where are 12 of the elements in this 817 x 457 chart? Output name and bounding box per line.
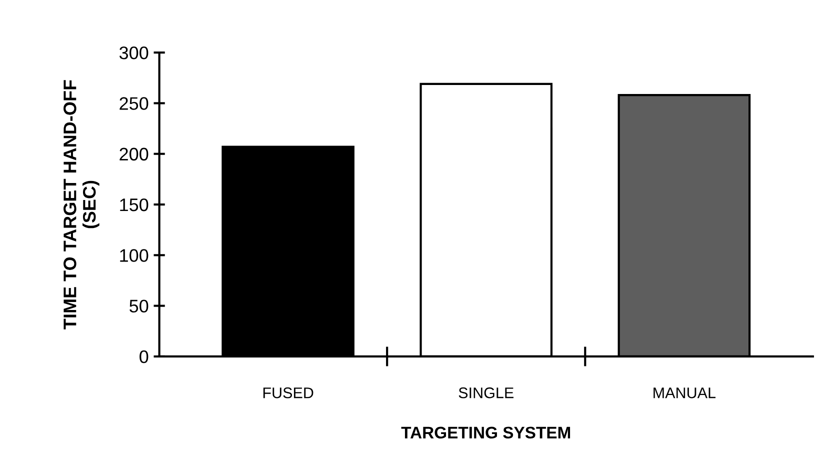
y-tick-label: 0 bbox=[140, 350, 148, 364]
y-tick-label: 300 bbox=[119, 46, 148, 60]
y-tick-label: 150 bbox=[120, 198, 148, 212]
y-tick-label: 200 bbox=[120, 148, 148, 161]
x-tick-label: MANUAL bbox=[654, 388, 716, 398]
y-axis-title: TIME TO TARGET HAND-OFF (SEC) bbox=[64, 80, 100, 330]
y-tick-label: 250 bbox=[120, 97, 148, 110]
x-tick-label: FUSED bbox=[263, 387, 314, 398]
y-tick-label: 100 bbox=[120, 249, 148, 262]
y-tick-label: 50 bbox=[130, 300, 148, 313]
x-tick-label: SINGLE bbox=[458, 387, 514, 398]
x-axis-title: TARGETING SYSTEM bbox=[401, 426, 570, 438]
